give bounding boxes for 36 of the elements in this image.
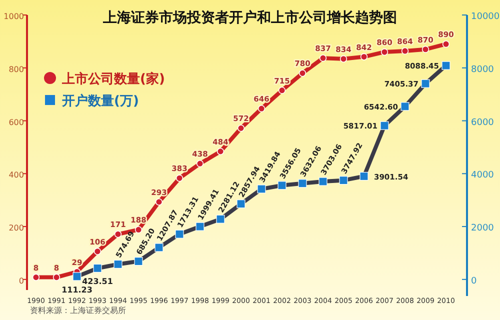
point xyxy=(442,40,450,48)
y2-tick-label: 4000 xyxy=(471,170,494,181)
point xyxy=(32,274,40,281)
y2-tick-label: 0 xyxy=(471,276,477,286)
point xyxy=(380,48,388,56)
data-label: 111.23 xyxy=(62,285,92,294)
chart-title: 上海证券市场投资者开户和上市公司增长趋势图 xyxy=(102,9,397,26)
point xyxy=(258,105,266,112)
y-tick-label: 600 xyxy=(8,118,24,127)
point xyxy=(176,174,184,182)
point xyxy=(340,55,348,62)
legend-label: 开户数量(万) xyxy=(61,93,139,109)
y-tick-label: 800 xyxy=(8,64,24,74)
point xyxy=(237,124,245,132)
point xyxy=(360,53,368,60)
point xyxy=(155,198,163,206)
point xyxy=(94,248,102,255)
point xyxy=(278,86,286,94)
y-tick-label: 0 xyxy=(18,276,24,286)
y-tick-label: 400 xyxy=(8,170,24,180)
data-label: 423.51 xyxy=(82,277,114,286)
point xyxy=(422,46,430,53)
y2-tick-label: 8000 xyxy=(471,64,494,75)
point xyxy=(401,47,409,55)
y2-tick-label: 2000 xyxy=(471,224,494,234)
point xyxy=(216,148,224,156)
y-tick-label: 1000 xyxy=(4,12,24,21)
y-tick-label: 200 xyxy=(8,224,24,233)
point xyxy=(319,54,327,62)
legend-label: 上市公司数量(家) xyxy=(61,71,165,87)
text: 资料来源：上海证券交易所 xyxy=(30,306,126,315)
point xyxy=(196,160,204,168)
y2-tick-label: 6000 xyxy=(471,118,494,128)
point xyxy=(52,274,60,281)
point xyxy=(298,70,306,77)
y2-tick-label: 10000 xyxy=(471,12,500,22)
